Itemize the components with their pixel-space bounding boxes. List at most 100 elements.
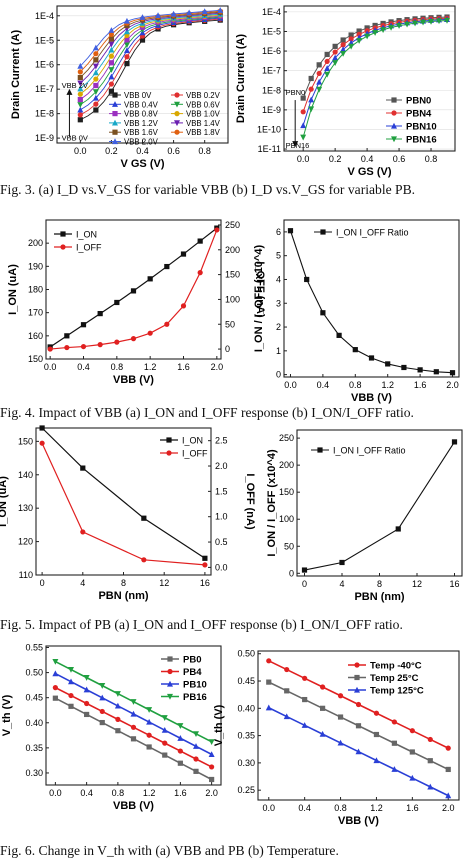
fig6b-yaxis-label: V_th (V): [213, 704, 225, 746]
fig5b-data-point: [451, 439, 458, 445]
fig4b-data-point: [304, 276, 310, 283]
fig5b-data-point: [301, 567, 308, 573]
fig5a-ytick-label: 130: [18, 503, 33, 513]
fig4b-xtick-label: 2.0: [446, 380, 459, 390]
fig5a-legend-label: I_OFF: [182, 449, 208, 459]
fig4a-ytick-label: 180: [28, 285, 43, 295]
fig6a-data-point: [130, 699, 137, 705]
fig3a-legend-label: VBB 2.0V: [124, 138, 159, 147]
fig3a-data-point: [108, 60, 115, 66]
fig6b-ytick-label: 0.35: [237, 731, 255, 741]
fig3b-data-point: [332, 54, 339, 61]
fig4b-legend-label: I_ON I_OFF Ratio: [336, 228, 409, 238]
fig6a-data-point: [99, 708, 105, 715]
fig5b-ytick-label: 250: [279, 433, 294, 443]
fig3a-data-point: [77, 80, 84, 87]
fig5a-y2tick-label: 1.5: [215, 486, 228, 496]
fig3b-xtick-label: 0.0: [297, 154, 310, 164]
fig3b-data-point: [324, 51, 330, 58]
fig6b-data-point: [266, 658, 272, 664]
fig3b-data-point: [324, 65, 331, 71]
fig6b-legend-label: Temp -40°C: [370, 661, 422, 672]
fig4a-ytick-label: 150: [28, 354, 43, 364]
fig4a-y2tick-label: 150: [225, 270, 240, 280]
fig4a-data-point: [130, 288, 137, 294]
fig6a-legend-marker: [167, 680, 173, 687]
fig4b-xtick-label: 0.0: [284, 380, 297, 390]
fig4b-ytick-label: 6: [276, 227, 281, 237]
fig3b-legend-label: PBN0: [406, 96, 431, 107]
fig3a-data-point: [108, 53, 115, 59]
fig4b-data-point: [401, 364, 407, 371]
fig3a-series-line: [80, 18, 221, 116]
fig6a-data-point: [146, 718, 153, 725]
fig6b-data-point: [427, 758, 433, 764]
fig6b-ytick-label: 0.25: [237, 785, 255, 795]
fig3a-data-point: [92, 69, 99, 76]
fig6a-data-point: [52, 670, 59, 677]
fig6a-data-point: [52, 658, 59, 665]
fig4a-data-point: [64, 333, 70, 339]
fig4b-data-point: [287, 228, 294, 234]
fig6b-data-point: [373, 710, 380, 716]
fig5a-data-point: [141, 557, 147, 563]
fig4b-ytick-label: 1: [276, 346, 281, 356]
fig6a-legend-marker: [167, 693, 173, 700]
fig3a-data-point: [93, 57, 99, 63]
fig3b-ytick-label: 1E-10: [257, 124, 281, 134]
fig4a-data-point: [164, 321, 170, 327]
fig3b-annotation: PBN0: [286, 88, 306, 97]
fig3a-arrow-head: [66, 88, 73, 95]
fig6a-data-point: [83, 675, 90, 681]
fig5a-y2tick-label: 2.5: [215, 436, 228, 446]
fig4a-data-point: [97, 342, 103, 348]
fig3a-data-point: [77, 117, 83, 123]
fig4b-plot-frame: [283, 219, 460, 378]
fig3b-legend-label: PBN16: [406, 135, 437, 146]
fig6a-legend-marker: [167, 656, 173, 662]
fig3b-legend-marker: [391, 122, 397, 129]
fig6a-xaxis-label: VBB (V): [113, 800, 154, 812]
fig3a-data-point: [155, 12, 162, 18]
fig5a-data-point: [80, 529, 86, 535]
fig6a-legend-label: PB16: [183, 692, 207, 703]
fig4a-y2tick-label: 50: [225, 319, 235, 329]
fig3b-data-point: [404, 21, 411, 28]
fig6b-data-point: [373, 757, 380, 764]
fig3b-data-point: [340, 42, 346, 48]
fig6a-data-point: [193, 768, 199, 774]
fig5a-ytick-label: 150: [18, 436, 33, 446]
fig6a-data-point: [161, 715, 168, 721]
fig6a-data-point: [208, 739, 215, 746]
fig6a-ytick-label: 0.30: [25, 768, 43, 778]
fig3b-legend-marker: [391, 97, 397, 103]
fig3a-data-point: [124, 54, 130, 60]
fig3a-legend-marker: [112, 101, 118, 107]
fig6a-data-point: [114, 691, 121, 697]
fig3a-data-point: [93, 107, 99, 113]
fig6a-yaxis-label: V_th (V): [1, 694, 13, 736]
fig6a-data-point: [209, 776, 215, 783]
fig3a-xtick-label: 0.2: [105, 146, 118, 156]
fig3b-data-point: [300, 122, 307, 129]
fig3a-series-line: [79, 10, 221, 73]
fig5b-xtick-label: 4: [339, 579, 344, 589]
fig3a-data-point: [170, 10, 177, 17]
fig3a-series-line: [80, 14, 221, 95]
fig3a-legend-label: VBB 1.8V: [186, 128, 221, 137]
fig3b-data-point: [316, 78, 323, 85]
fig6b-data-point: [445, 792, 452, 799]
fig6a-data-point: [161, 726, 168, 733]
fig5b-legend-marker: [317, 447, 323, 453]
fig5a-data-point: [202, 555, 208, 561]
fig6b-data-point: [391, 740, 397, 746]
fig4b-xtick-label: 0.8: [349, 380, 362, 390]
fig5a-ytick-label: 120: [18, 537, 33, 547]
fig3a-data-point: [108, 88, 115, 94]
fig3a-xtick-label: 0.0: [74, 146, 87, 156]
fig6b-data-point: [373, 731, 380, 738]
fig4a-xtick-label: 0.4: [77, 362, 90, 372]
fig3a-legend-marker: [112, 111, 118, 117]
fig5b-data-point: [339, 559, 345, 566]
fig4b-xtick-label: 1.2: [381, 380, 394, 390]
